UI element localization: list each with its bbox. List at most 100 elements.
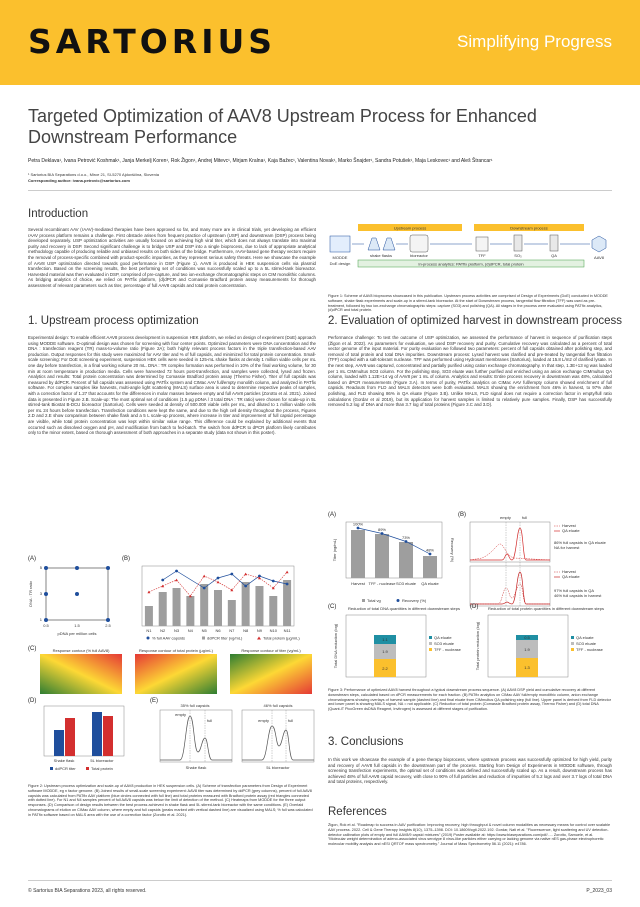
b-legend-protein: Total protein (µg/mL) [263,636,300,641]
b-xtick: N1 [146,628,152,633]
fig2-panel-a-design-space: 0.5 1.5 2.5 1 3 5 pDNA per million cells… [28,565,112,636]
b-note-fld: 86% full capsids in QA eluate [554,540,607,545]
e-left-full-label: full [207,718,212,723]
corresponding-author: Corresponding author: ivana.petrovic@sar… [28,178,130,183]
b-xtick: N9 [257,628,263,633]
b-titer-bar [227,600,236,626]
a-xtick: QA eluate [421,581,439,586]
d-bar-qa [516,635,538,640]
design-point [44,566,48,570]
e-right-frame [241,709,315,763]
so3-label: SO₃ [514,253,522,258]
b-xtick: N7 [229,628,235,633]
e-right-title: 46% full capsids [264,703,293,708]
author-list: Petra Deklava¹, Ivana Petrović Koshmak¹,… [28,158,493,164]
fig3-panel-c-label: (C) [328,604,337,610]
design-point [106,618,110,622]
b-legend-full: % full AAV capsids [152,636,185,641]
d-legend-titer-marker [50,767,53,770]
fig3a-legend-recovery-marker [396,599,400,602]
legend-full-marker [146,636,150,640]
figure-1-process-scheme: Upstream process Downstream process MODD… [330,224,607,268]
b-note-fld-2: NA for harvest [554,545,580,550]
footer-divider [28,880,612,881]
b-titer-bar [172,588,181,626]
a-xtick: 0.5 [43,623,49,628]
section-introduction: Introduction [28,208,89,220]
fig2-panel-c-label: (C) [28,646,37,652]
aav8-label: AAV8 [594,255,605,260]
e-right-full-label: full [288,718,293,723]
fig3-panel-d-label: (D) [470,604,479,610]
legend-titer-marker [202,636,205,640]
d-legend-so3-marker [571,642,574,645]
b-titer-bar [255,586,264,626]
aav8-capsid-icon [591,235,607,253]
b-legend-harvest-2: Harvest [562,569,577,574]
b-protein-point [230,588,234,592]
fig3-panel-a-chart: 100% Harvest 89% TFF - nuclease 73% SO3 eluat… [332,522,455,604]
c-legend-so3-marker [429,642,432,645]
e-left-empty-label: empty [175,712,186,717]
downstream-bar [474,224,584,231]
d-legend-so3: SO3 eluate [576,641,597,646]
c-title: Reduction of total DNA quantities in dif… [348,606,460,611]
fig2-panel-a-label: (A) [28,556,36,562]
divider [28,190,612,191]
so3-column-icon [513,234,523,252]
e-left-xlabel: Shake flask [186,765,207,770]
analytics-bar [357,259,585,268]
a-xtick: SO3 eluate [396,581,417,586]
b-fld-harvest-trace [469,543,551,561]
a-recovery-label: 73% [402,535,410,540]
b-xtick: N10 [270,628,278,633]
c-ylabel: Total DNA reduction (log) [333,623,338,668]
design-point [44,592,48,596]
b-note-mals: 97% full capsids in QA [554,588,594,593]
d-bar-so3 [516,640,538,658]
footer-copyright: © Sartorius BIA Separations 2023, all ri… [28,888,147,894]
section-downstream: 2. Evaluation of optimized harvest in do… [328,315,623,327]
d-plot-frame [43,705,125,757]
d-val-so3: 1.9 [524,647,530,652]
c-legend-tff-marker [429,648,432,651]
fig3a-y2label: Recovery (%) [450,538,455,563]
b-empty-label: empty [500,515,511,520]
b-xtick: N2 [160,628,166,633]
shake-flask-icon [367,237,396,251]
fig3a-legend-vg: Total vg [367,598,381,603]
b-titer-bar [241,582,250,626]
c-bar-so3 [374,644,396,659]
a-recovery-label: 100% [353,522,364,527]
footer-code: P_2023_03 [586,888,612,894]
sartorius-logo: SARTORIUS [28,22,277,61]
fig3-panel-b-label: (B) [458,512,466,518]
b-xtick: N8 [243,628,249,633]
b-titer-bar [186,596,195,626]
a-xlabel: pDNA per million cells [58,631,97,636]
fig2-panel-b-chart: N1 N2 N3 N4 N5 N6 N7 N8 N9 N10 N11 % full AAV caps… [141,565,300,641]
b-titer-bar [158,592,167,626]
section-conclusions: 3. Conclusions [328,736,404,748]
fig2-panel-d-label: (D) [28,698,37,704]
legend-protein-marker [257,636,261,640]
b-xtick: N4 [188,628,194,633]
d-bar-titer-shake [54,730,64,756]
fig2-panel-c-heatmaps: Response contour (% full AAV8) Response … [40,648,312,694]
a-ylabel: DNA : TR ratio [28,580,33,606]
d-legend-qa-marker [571,636,574,639]
upstream-text: Experimental design: To enable efficient… [28,335,316,436]
d-legend-tff: TFF - nuclease [576,647,604,652]
a-vg-bar [423,556,437,578]
fig3-panel-d-chart: Reduction of total protein quantities in… [475,606,604,678]
d-bar-titer-bioreactor [92,712,102,756]
a-recovery-label: 89% [378,527,386,532]
d-bar-protein-shake [65,718,75,756]
d-legend-tff-marker [571,648,574,651]
b-total-protein-line [148,571,288,597]
heatmap-full-capsids [40,654,122,694]
a-xtick: Harvest [351,581,366,586]
bioreactor-label: bioreactor [410,253,428,258]
b-fld-frame [469,521,551,563]
b-titer-bar [214,590,222,626]
